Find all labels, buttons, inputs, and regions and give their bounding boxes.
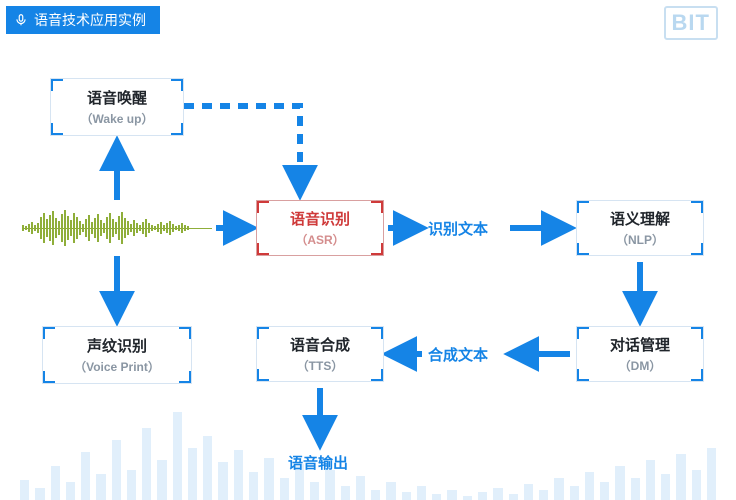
node-vprint-sub: （Voice Print） (74, 358, 160, 375)
label-syn-text: 合成文本 (428, 344, 488, 365)
label-rec-text: 识别文本 (428, 218, 488, 239)
header-title: 语音技术应用实例 (34, 10, 146, 30)
node-dm-sub: （DM） (619, 357, 662, 374)
node-dm-title: 对话管理 (610, 334, 670, 355)
node-asr-title: 语音识别 (290, 208, 350, 229)
node-wakeup: 语音唤醒 （Wake up） (50, 78, 184, 136)
label-out-text: 语音输出 (288, 452, 348, 473)
node-vprint-title: 声纹识别 (87, 335, 147, 356)
node-tts-sub: （TTS） (297, 357, 344, 374)
waveform (22, 208, 212, 248)
node-nlp-sub: （NLP） (616, 231, 664, 248)
node-asr-sub: （ASR） (295, 231, 344, 248)
node-nlp-title: 语义理解 (610, 208, 670, 229)
background-bars (0, 380, 736, 500)
node-nlp: 语义理解 （NLP） (576, 200, 704, 256)
node-tts-title: 语音合成 (290, 334, 350, 355)
microphone-icon (14, 13, 28, 27)
node-wakeup-title: 语音唤醒 (87, 87, 147, 108)
header-tag: 语音技术应用实例 (6, 6, 160, 34)
logo: BIT (664, 6, 718, 40)
arrow-wakeup-to-asr (184, 106, 300, 190)
node-tts: 语音合成 （TTS） (256, 326, 384, 382)
node-wakeup-sub: （Wake up） (81, 110, 154, 127)
node-asr: 语音识别 （ASR） (256, 200, 384, 256)
node-dm: 对话管理 （DM） (576, 326, 704, 382)
node-vprint: 声纹识别 （Voice Print） (42, 326, 192, 384)
